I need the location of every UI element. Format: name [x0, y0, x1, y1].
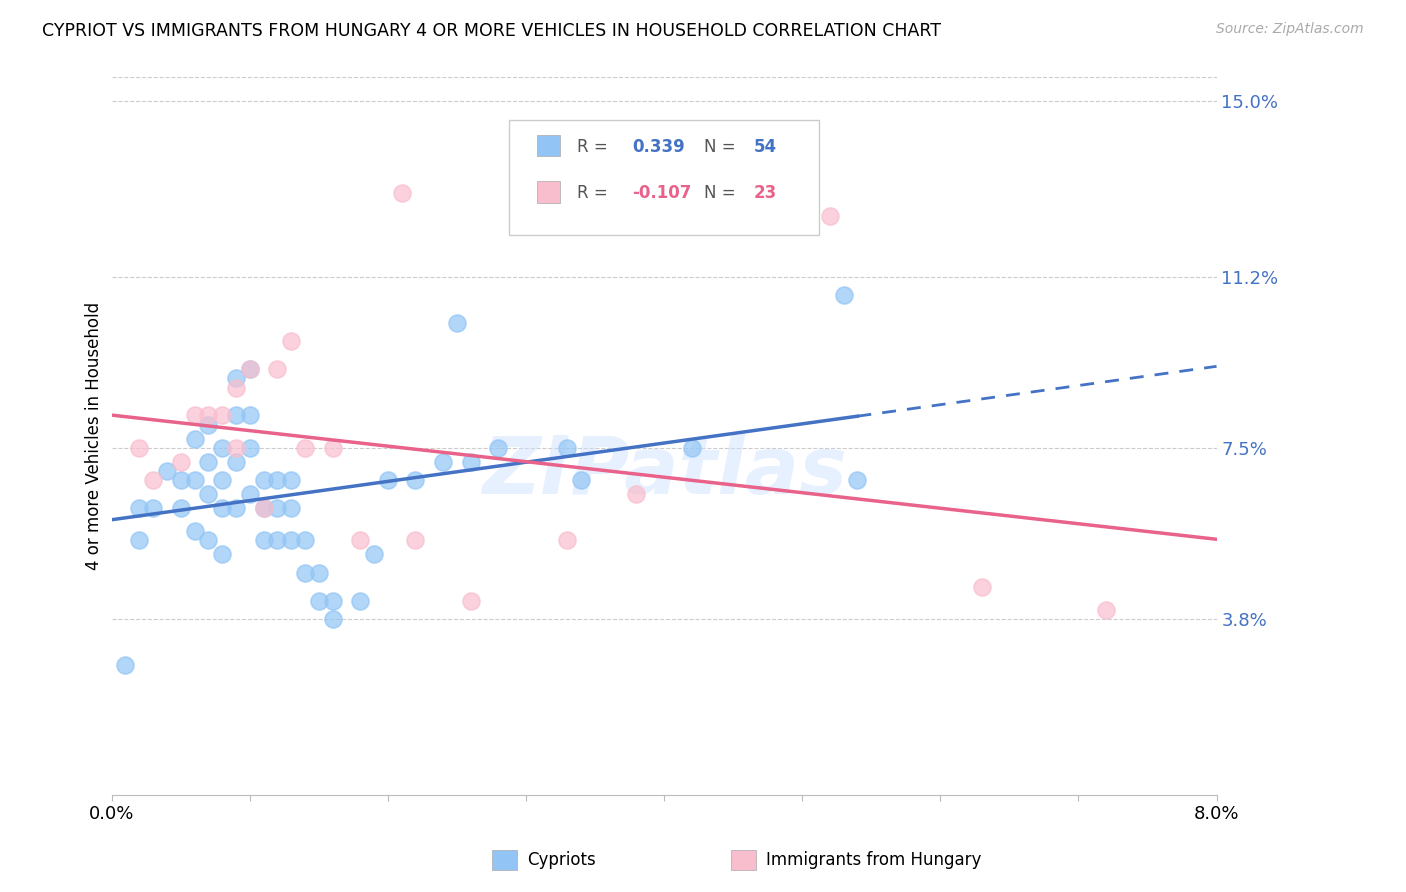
- Point: [170, 501, 193, 516]
- Point: [266, 501, 288, 516]
- Point: [294, 566, 316, 580]
- Point: [280, 501, 302, 516]
- Text: CYPRIOT VS IMMIGRANTS FROM HUNGARY 4 OR MORE VEHICLES IN HOUSEHOLD CORRELATION C: CYPRIOT VS IMMIGRANTS FROM HUNGARY 4 OR …: [42, 22, 941, 40]
- Point: [225, 501, 247, 516]
- Point: [197, 487, 219, 501]
- Point: [557, 533, 579, 548]
- Point: [266, 473, 288, 487]
- Point: [211, 473, 233, 487]
- Point: [486, 441, 509, 455]
- Point: [183, 473, 205, 487]
- Point: [252, 501, 274, 516]
- Text: N =: N =: [704, 185, 735, 202]
- Point: [846, 473, 869, 487]
- Point: [197, 455, 219, 469]
- Point: [239, 441, 262, 455]
- Point: [308, 593, 330, 607]
- Point: [197, 533, 219, 548]
- Point: [239, 487, 262, 501]
- Text: R =: R =: [576, 137, 607, 156]
- Point: [322, 593, 344, 607]
- FancyBboxPatch shape: [509, 120, 818, 235]
- Text: Immigrants from Hungary: Immigrants from Hungary: [766, 851, 981, 869]
- Point: [128, 533, 150, 548]
- Point: [391, 186, 413, 201]
- Point: [832, 288, 855, 302]
- Point: [156, 464, 179, 478]
- Point: [170, 455, 193, 469]
- Point: [128, 441, 150, 455]
- Text: -0.107: -0.107: [633, 185, 692, 202]
- Point: [211, 441, 233, 455]
- Point: [225, 381, 247, 395]
- Point: [405, 533, 427, 548]
- Point: [349, 593, 371, 607]
- Text: 54: 54: [754, 137, 776, 156]
- Point: [308, 566, 330, 580]
- Bar: [537, 181, 560, 203]
- Point: [322, 441, 344, 455]
- Point: [225, 371, 247, 385]
- Text: R =: R =: [576, 185, 607, 202]
- Point: [681, 441, 703, 455]
- Point: [142, 501, 165, 516]
- Bar: [537, 135, 560, 156]
- Point: [142, 473, 165, 487]
- Point: [1095, 603, 1118, 617]
- Point: [322, 612, 344, 626]
- Point: [818, 210, 841, 224]
- Point: [557, 441, 579, 455]
- Point: [349, 533, 371, 548]
- Point: [377, 473, 399, 487]
- Point: [460, 593, 482, 607]
- Point: [239, 409, 262, 423]
- Text: 0.339: 0.339: [633, 137, 685, 156]
- Text: N =: N =: [704, 137, 735, 156]
- Point: [294, 533, 316, 548]
- Text: 23: 23: [754, 185, 778, 202]
- Text: Source: ZipAtlas.com: Source: ZipAtlas.com: [1216, 22, 1364, 37]
- Point: [970, 580, 993, 594]
- Point: [128, 501, 150, 516]
- Point: [239, 362, 262, 376]
- Point: [626, 487, 648, 501]
- Point: [197, 409, 219, 423]
- Point: [460, 455, 482, 469]
- Point: [183, 524, 205, 538]
- Point: [211, 547, 233, 561]
- Point: [280, 334, 302, 349]
- Y-axis label: 4 or more Vehicles in Household: 4 or more Vehicles in Household: [86, 302, 103, 570]
- Point: [211, 409, 233, 423]
- Point: [266, 362, 288, 376]
- Point: [569, 473, 592, 487]
- Point: [252, 473, 274, 487]
- Point: [266, 533, 288, 548]
- Point: [252, 501, 274, 516]
- Point: [294, 441, 316, 455]
- Text: ZIPatlas: ZIPatlas: [482, 434, 846, 511]
- Point: [280, 473, 302, 487]
- Point: [170, 473, 193, 487]
- Point: [405, 473, 427, 487]
- Point: [225, 455, 247, 469]
- Point: [363, 547, 385, 561]
- Point: [225, 409, 247, 423]
- Point: [446, 316, 468, 330]
- Point: [197, 417, 219, 432]
- Point: [432, 455, 454, 469]
- Point: [239, 362, 262, 376]
- Point: [252, 533, 274, 548]
- Point: [114, 658, 136, 673]
- Point: [280, 533, 302, 548]
- Text: Cypriots: Cypriots: [527, 851, 596, 869]
- Point: [183, 432, 205, 446]
- Point: [225, 441, 247, 455]
- Point: [211, 501, 233, 516]
- Point: [183, 409, 205, 423]
